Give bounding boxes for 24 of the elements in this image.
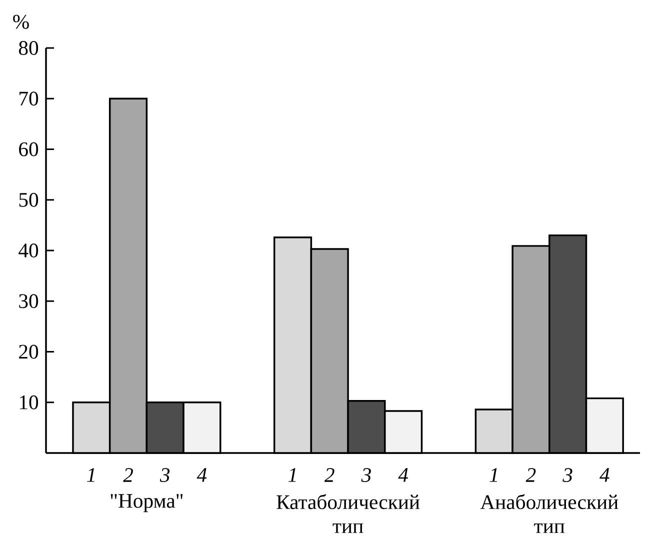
text: 3 — [562, 468, 572, 482]
y-tick-label: 30 — [19, 294, 38, 308]
text: 3 — [361, 468, 371, 482]
text: 2 — [526, 468, 536, 482]
text: 2 — [324, 468, 334, 482]
y-tick-label: 60 — [19, 142, 38, 156]
x-tick-label: Анаболический тип — [480, 494, 618, 533]
y-tick-label: 80 — [18, 41, 38, 55]
y-tick-label: 10 — [20, 395, 38, 410]
text: 1 — [288, 468, 296, 482]
series-label: 1 — [86, 468, 94, 482]
y-tick-label: 70 — [20, 92, 38, 106]
series-label: 4 — [196, 468, 207, 482]
x-tick-label: Катаболический тип — [276, 494, 420, 533]
text: 4 — [398, 468, 408, 482]
y-tick-label: 20 — [19, 344, 38, 359]
text: 1 — [490, 468, 498, 482]
x-tick-label: "Норма" — [110, 494, 183, 512]
y-tick-label: 40 — [18, 244, 38, 258]
text: 4 — [600, 468, 610, 482]
series-label: 3 — [160, 468, 170, 482]
series-label: 2 — [123, 468, 133, 482]
y-tick-label: 50 — [19, 192, 38, 207]
y-axis-title: % — [13, 14, 29, 29]
